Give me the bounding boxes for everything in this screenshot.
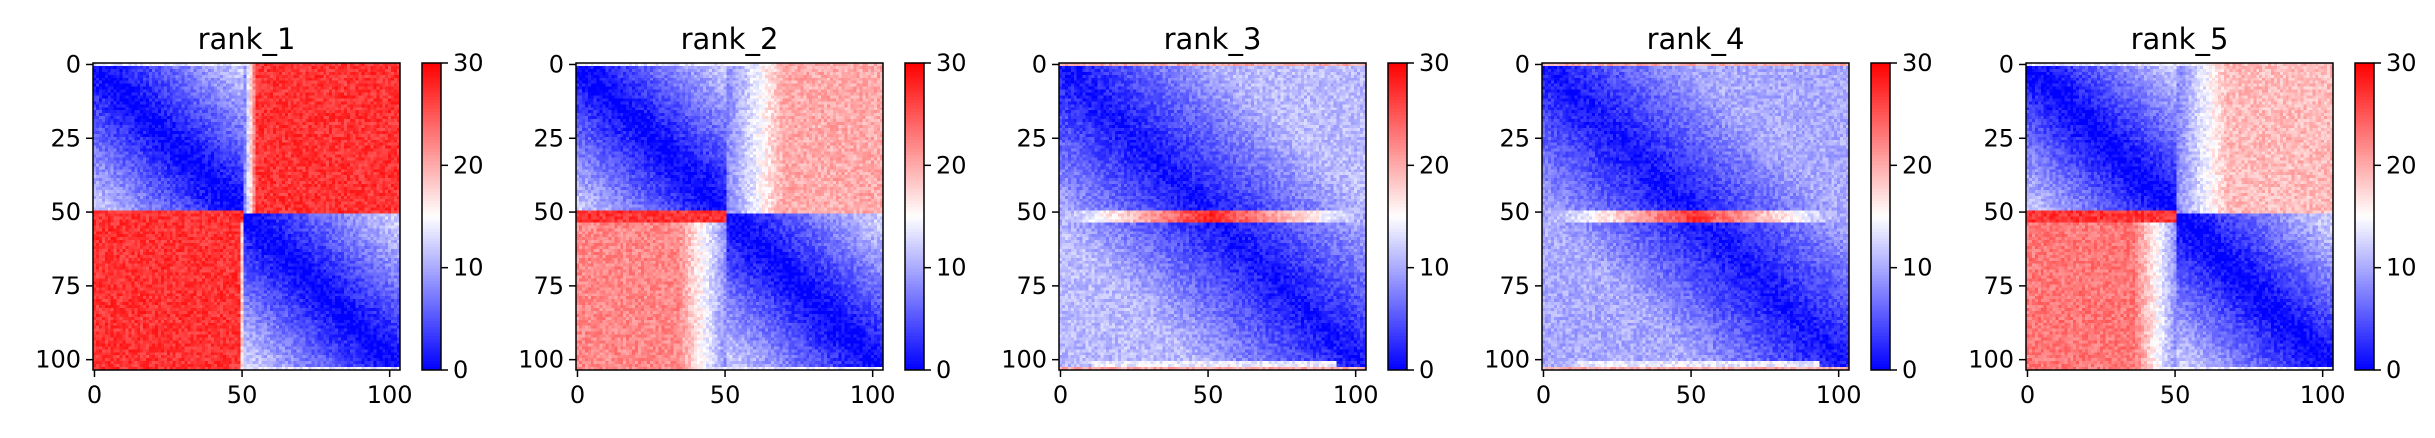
colorbar-tick-label: 10	[936, 254, 967, 282]
colorbar-tick-label: 10	[453, 254, 484, 282]
colorbar-tick-label: 20	[453, 151, 484, 179]
colorbar-tick-label: 0	[936, 356, 951, 384]
colorbar	[905, 63, 924, 370]
colorbar-tick-label: 30	[453, 49, 484, 77]
x-tick-label: 50	[1193, 381, 1224, 409]
x-tick-label: 50	[710, 381, 741, 409]
y-tick-label: 100	[1484, 346, 1530, 374]
x-tick-label: 100	[850, 381, 896, 409]
colorbar-tick-label: 0	[2386, 356, 2401, 384]
y-tick-label: 100	[518, 346, 564, 374]
y-tick-label: 75	[1983, 272, 2014, 300]
y-tick-label: 50	[1499, 198, 1530, 226]
y-tick-label: 0	[549, 50, 564, 78]
colorbar-tick-label: 20	[1902, 151, 1933, 179]
y-tick-label: 75	[50, 272, 81, 300]
y-tick-label: 75	[533, 272, 564, 300]
y-tick-label: 100	[1968, 346, 2014, 374]
y-tick-label: 0	[1032, 50, 1047, 78]
colorbar-tick-label: 30	[2386, 49, 2417, 77]
y-tick-label: 0	[1515, 50, 1530, 78]
colorbar-tick-label: 20	[2386, 151, 2417, 179]
x-tick-label: 0	[1053, 381, 1068, 409]
x-tick-label: 0	[2020, 381, 2035, 409]
colorbar-tick-label: 30	[1419, 49, 1450, 77]
panel-title: rank_4	[1647, 22, 1745, 56]
y-tick-label: 50	[50, 198, 81, 226]
x-tick-label: 100	[1333, 381, 1379, 409]
y-tick-label: 100	[1001, 346, 1047, 374]
x-tick-label: 50	[2160, 381, 2191, 409]
x-tick-label: 50	[1676, 381, 1707, 409]
panel-title: rank_1	[198, 22, 296, 56]
y-tick-label: 50	[533, 198, 564, 226]
y-tick-label: 25	[1499, 124, 1530, 152]
y-tick-label: 50	[1983, 198, 2014, 226]
x-tick-label: 100	[1816, 381, 1862, 409]
x-tick-label: 100	[2300, 381, 2346, 409]
colorbar-tick-label: 0	[1419, 356, 1434, 384]
heatmap-cells	[2026, 63, 2333, 370]
x-tick-label: 0	[570, 381, 585, 409]
x-tick-label: 100	[367, 381, 413, 409]
y-tick-label: 25	[1016, 124, 1047, 152]
y-tick-label: 75	[1016, 272, 1047, 300]
colorbar-tick-label: 20	[936, 151, 967, 179]
y-tick-label: 50	[1016, 198, 1047, 226]
panel-title: rank_2	[681, 22, 779, 56]
heatmap-cells	[93, 63, 400, 370]
heatmap-cells	[1059, 63, 1366, 370]
heatmap-cells	[1542, 63, 1849, 370]
colorbar	[1871, 63, 1890, 370]
panel-title: rank_5	[2131, 22, 2229, 56]
y-tick-label: 0	[1999, 50, 2014, 78]
y-tick-label: 0	[66, 50, 81, 78]
colorbar-tick-label: 10	[1902, 254, 1933, 282]
colorbar-tick-label: 0	[453, 356, 468, 384]
y-tick-label: 25	[1983, 124, 2014, 152]
colorbar	[2355, 63, 2374, 370]
y-tick-label: 100	[35, 346, 81, 374]
x-tick-label: 0	[87, 381, 102, 409]
y-tick-label: 25	[533, 124, 564, 152]
colorbar-tick-label: 30	[936, 49, 967, 77]
panel-title: rank_3	[1164, 22, 1262, 56]
x-tick-label: 50	[227, 381, 258, 409]
colorbar-tick-label: 0	[1902, 356, 1917, 384]
colorbar-tick-label: 20	[1419, 151, 1450, 179]
y-tick-label: 25	[50, 124, 81, 152]
colorbar-tick-label: 10	[1419, 254, 1450, 282]
y-tick-label: 75	[1499, 272, 1530, 300]
x-tick-label: 0	[1536, 381, 1551, 409]
heatmap-cells	[576, 63, 883, 370]
colorbar	[422, 63, 441, 370]
colorbar-tick-label: 10	[2386, 254, 2417, 282]
colorbar-tick-label: 30	[1902, 49, 1933, 77]
colorbar	[1388, 63, 1407, 370]
